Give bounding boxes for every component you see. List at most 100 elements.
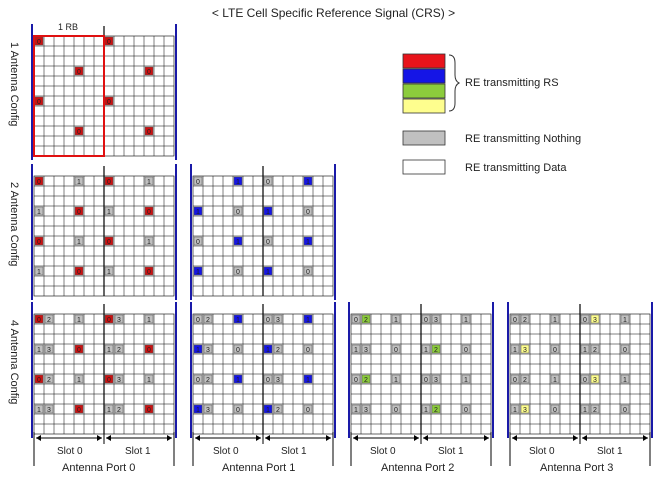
grid-4ant-port3-re-cell	[620, 314, 630, 324]
grid-4ant-port3-re-cell	[520, 374, 530, 384]
grid-2ant-port0-re-cell	[34, 176, 44, 186]
grid-2ant-port0-re-cell	[74, 266, 84, 276]
grid-2ant-port0-re-label: 0	[107, 239, 111, 246]
arrow-head-left-icon	[265, 435, 270, 441]
grid-4ant-port3-re-cell	[580, 374, 590, 384]
grid-4ant-port2-re-cell	[431, 404, 441, 414]
grid-2ant-port1-re-cell	[303, 236, 313, 246]
grid-1ant-port0-re-label: 0	[107, 39, 111, 46]
grid-4ant-port1-re-cell	[303, 314, 313, 324]
grid-4ant-port0-re-label: 1	[37, 347, 41, 354]
grid-4ant-port3-re-cell	[510, 404, 520, 414]
grid-4ant-port2-re-cell	[461, 314, 471, 324]
grid-4ant-port2-re-label: 3	[364, 407, 368, 414]
grid-4ant-port0-re-label: 1	[107, 347, 111, 354]
legend-brace-icon	[448, 54, 461, 112]
arrow-head-right-icon	[484, 435, 489, 441]
grid-4ant-port3-re-label: 1	[553, 317, 557, 324]
arrow-head-right-icon	[326, 435, 331, 441]
grid-4ant-port1-re-cell	[203, 404, 213, 414]
arrow-head-right-icon	[414, 435, 419, 441]
grid-4ant-port2-re-cell	[431, 314, 441, 324]
grid-4ant-port2-re-label: 2	[434, 407, 438, 414]
grid-4ant-port1-re-cell	[263, 404, 273, 414]
grid-2ant-port1-re-label: 1	[306, 179, 310, 186]
grid-4ant-port1-re-cell	[263, 344, 273, 354]
grid-2ant-port0-re-label: 1	[37, 269, 41, 276]
grid-4ant-port3-re-cell	[550, 344, 560, 354]
grid-2ant-port1-re-label: 0	[236, 269, 240, 276]
grid-4ant-port0-re-cell	[74, 374, 84, 384]
grid-4ant-port0-re-cell	[44, 314, 54, 324]
grid-2ant-port0-re-label: 0	[37, 239, 41, 246]
grid-4ant-port3-re-label: 2	[593, 407, 597, 414]
grid-4ant-port1-re-label: 0	[266, 377, 270, 384]
legend-data-swatch	[402, 159, 446, 175]
grid-4ant-port2-re-label: 0	[354, 377, 358, 384]
grid-4ant-port2-re-cell	[351, 404, 361, 414]
grid-4ant-port1-re-label: 3	[276, 377, 280, 384]
grid-4ant-port2-re-cell	[361, 314, 371, 324]
grid-4ant-port2-re-label: 0	[424, 317, 428, 324]
grid-4ant-port2-re-label: 2	[434, 347, 438, 354]
arrow-head-right-icon	[167, 435, 172, 441]
grid-4ant-port3-re-cell	[580, 404, 590, 414]
grid-4ant-port3-re-cell	[510, 314, 520, 324]
arrow-head-left-icon	[353, 435, 358, 441]
arrow-head-right-icon	[573, 435, 578, 441]
grid-4ant-port1-re-cell	[233, 344, 243, 354]
grid-4ant-port3-re-label: 0	[623, 407, 627, 414]
grid-4ant-port1-re-cell	[193, 314, 203, 324]
grid-4ant-port2-re-label: 0	[464, 407, 468, 414]
grid-4ant-port3-re-label: 2	[523, 317, 527, 324]
grid-2ant-port1-re-cell	[233, 206, 243, 216]
grid-2ant-port1-re-cell	[263, 176, 273, 186]
grid-2ant-port0-re-label: 1	[37, 209, 41, 216]
grid-4ant-port0-re-label: 0	[147, 347, 151, 354]
grid-4ant-port1-re-label: 2	[206, 377, 210, 384]
grid-4ant-port3-re-label: 1	[513, 407, 517, 414]
grid-4ant-port2-re-label: 0	[354, 317, 358, 324]
grid-2ant-port0-re-cell	[74, 176, 84, 186]
grid-4ant-port3-re-label: 3	[523, 347, 527, 354]
grid-4ant-port1-re-cell	[233, 404, 243, 414]
grid-2ant-port0-re-cell	[144, 266, 154, 276]
grid-2ant-port0-re-label: 1	[107, 269, 111, 276]
grid-1ant-port0-re-label: 0	[37, 39, 41, 46]
grid-2ant-port0-re-label: 1	[77, 239, 81, 246]
grid-2ant-port1-re-cell	[193, 176, 203, 186]
port-label-0: Antenna Port 0	[62, 462, 136, 474]
grid-4ant-port0-re-cell	[34, 314, 44, 324]
grid-4ant-port2-re-label: 3	[364, 347, 368, 354]
grid-4ant-port0-re-cell	[114, 314, 124, 324]
grid-4ant-port2-re-label: 1	[464, 377, 468, 384]
grid-4ant-port0-re-label: 1	[77, 377, 81, 384]
grid-4ant-port1-re-cell	[273, 314, 283, 324]
grid-2ant-port1-re-label: 1	[266, 209, 270, 216]
grid-4ant-port0-re-cell	[104, 404, 114, 414]
grid-4ant-port3-re-cell	[580, 314, 590, 324]
grid-4ant-port1-re-label: 0	[306, 407, 310, 414]
grid-4ant-port3-re-cell	[590, 344, 600, 354]
grid-4ant-port1-re-label: 0	[266, 317, 270, 324]
grid-4ant-port0-re-label: 2	[117, 407, 121, 414]
grid-2ant-port0-re-cell	[104, 266, 114, 276]
grid-4ant-port2-re-cell	[461, 374, 471, 384]
grid-4ant-port2-re-cell	[351, 374, 361, 384]
grid-4ant-port1-re-label: 3	[206, 347, 210, 354]
legend-rs-swatch-3	[402, 98, 446, 114]
slot-label-p0-s0: Slot 0	[57, 446, 83, 457]
grid-4ant-port0-re-cell	[44, 344, 54, 354]
grid-2ant-port1-re-cell	[303, 176, 313, 186]
grid-4ant-port0-re-cell	[74, 404, 84, 414]
grid-4ant-port3-re-label: 0	[553, 407, 557, 414]
grid-4ant-port2-re-label: 0	[394, 407, 398, 414]
grid-4ant-port3-re-label: 1	[623, 377, 627, 384]
slot-label-p1-s1: Slot 1	[281, 446, 307, 457]
grid-2ant-port1-re-label: 1	[236, 239, 240, 246]
legend-rs-swatch-1	[402, 68, 446, 84]
grid-4ant-port0-re-cell	[34, 374, 44, 384]
grid-4ant-port3-re-label: 0	[513, 377, 517, 384]
